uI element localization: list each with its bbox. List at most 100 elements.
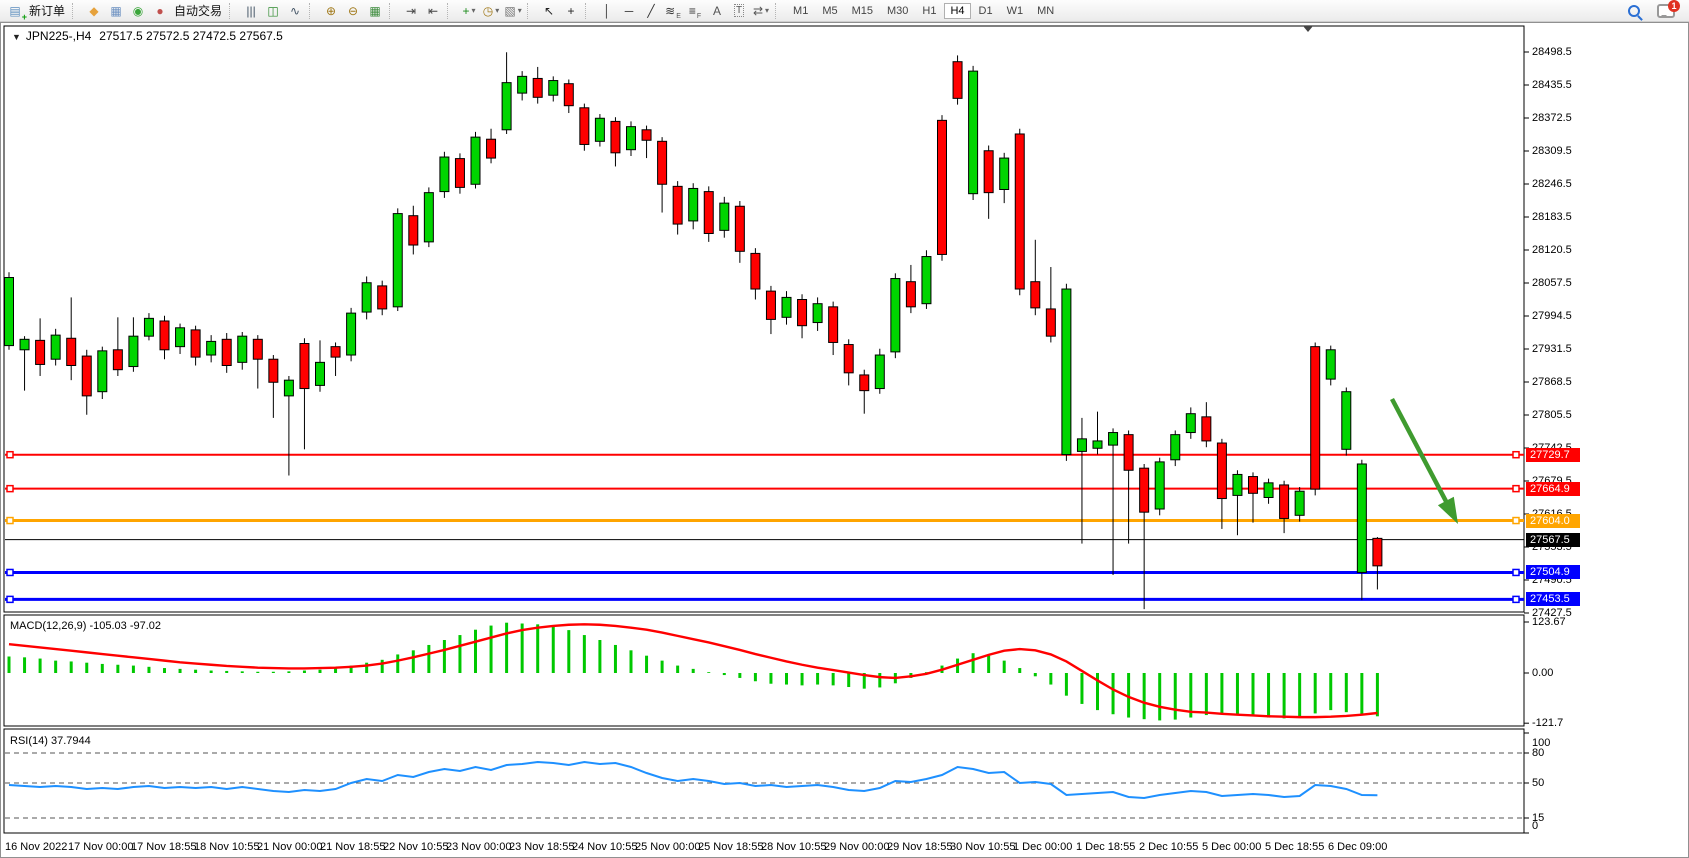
timeframe-w1-button[interactable]: W1 [1006,4,1024,17]
templates-button[interactable]: ▧ ▾ [502,2,524,20]
crosshair-button[interactable]: + [560,2,582,20]
signal-button[interactable]: ◉ [127,2,149,20]
arrows-button[interactable]: ⇄ ▾ [750,2,772,20]
cursor-icon: ↖ [544,3,555,18]
styler-bucket-button[interactable]: ◆ [83,2,105,20]
timeframe-h4-button[interactable]: H4 [944,2,971,19]
candle-body [392,213,403,308]
price-axis-label: 28057.5 [1532,277,1572,289]
time-axis-label: 28 Nov 10:55 [761,841,827,853]
candle-body [610,120,621,154]
price-axis-label: 28309.5 [1532,145,1572,157]
toolbar-separator [229,2,236,19]
candle-body [128,335,139,368]
line-handle[interactable] [6,595,14,604]
timeframe-d1-button[interactable]: D1 [978,4,993,17]
autotrading-icon: ● [156,3,164,18]
candle-body [672,185,683,225]
candle-body [1061,288,1072,456]
line-chart-button[interactable]: ∿ [284,2,306,20]
text-label-button[interactable]: T [728,2,750,20]
zoom-out-button[interactable]: ⊖ [342,2,364,20]
candle-body [921,256,932,305]
channel-button[interactable]: ≋ E [662,2,684,20]
trend-arrow-head[interactable] [1437,496,1458,524]
line-handle[interactable] [1512,484,1520,493]
fibonacci-button[interactable]: ≡ F [684,2,706,20]
trend-arrow-shaft[interactable] [1390,397,1451,508]
line-handle[interactable] [1512,516,1520,525]
price-axis-label: 27868.5 [1532,376,1572,388]
macd-indicator-label: MACD(12,26,9) -105.03 -97.02 [10,620,162,632]
candle-body [1185,413,1196,434]
candle-body [657,140,668,185]
candle-body [1201,416,1212,442]
candle-body [1076,438,1087,452]
timeframe-m1-button[interactable]: M1 [793,4,809,17]
timeframe-m30-button[interactable]: M30 [887,4,909,17]
candle-body [703,191,714,235]
candle-body [1279,484,1290,519]
timeframe-m5-button[interactable]: M5 [822,4,838,17]
bar-chart-button[interactable]: ||| [240,2,262,20]
toolbar-group: ⊕ ⊖ ▦ [320,2,386,20]
text-button[interactable]: A [706,2,728,20]
cursor-button[interactable]: ↖ [538,2,560,20]
line-handle[interactable] [1512,450,1520,459]
plus-icon: + [21,11,27,22]
candle-body [454,158,465,188]
trendline-icon: ╱ [647,3,655,18]
line-handle[interactable] [6,516,14,525]
zoom-in-button[interactable]: ⊕ [320,2,342,20]
trendline-button[interactable]: ╱ [640,2,662,20]
autotrading-button-label[interactable]: 自动交易 [174,4,223,18]
price-axis-label: 28498.5 [1532,46,1572,58]
candle-body [1123,434,1134,471]
time-axis-label: 29 Nov 18:55 [887,841,953,853]
horizontal-line-button[interactable]: ─ [618,2,640,20]
candle-body [206,340,217,356]
candle-body [112,349,123,371]
candle-body [579,107,590,145]
toolbar-separator [389,2,396,19]
rsi-pane [3,728,1525,834]
price-axis-label: 27994.5 [1532,310,1572,322]
toolbar-group: ↖ + [538,2,582,20]
candlestick-button[interactable]: ◫ [262,2,284,20]
candle-body [548,80,559,96]
toolbar-separator [585,2,592,19]
line-handle[interactable] [6,450,14,459]
autotrading-button[interactable]: ● [149,2,171,20]
timeframe-m15-button[interactable]: M15 [851,4,873,17]
symbol-dropdown-icon[interactable]: ▼ [12,32,21,42]
vertical-line-button[interactable]: │ [596,2,618,20]
search-button[interactable] [1623,2,1645,20]
styler-bucket-icon: ◆ [89,3,99,18]
candle-body [1108,432,1119,446]
indicators-button[interactable]: + ▾ [458,2,480,20]
candle-body [563,83,574,107]
chat-button[interactable]: 1 [1655,0,1680,20]
candle-body [1263,482,1274,499]
fibonacci-icon: ≡ [688,3,696,18]
candle-body [175,327,186,348]
rsi-axis-label: 15 [1532,812,1545,824]
line-handle[interactable] [6,484,14,493]
timeframe-mn-button[interactable]: MN [1037,4,1055,17]
line-handle[interactable] [1512,595,1520,604]
signal-icon: ◉ [132,3,144,18]
tile-windows-button[interactable]: ▦ [364,2,386,20]
new-order-button-label[interactable]: 新订单 [29,4,66,18]
periods-button[interactable]: ◷ ▾ [480,2,502,20]
new-order-button[interactable]: ▤ + [4,2,27,22]
auto-scroll-button[interactable]: ⇥ [400,2,422,20]
timeframe-h1-button[interactable]: H1 [922,4,937,17]
line-handle[interactable] [1512,568,1520,577]
chart-shift-button[interactable]: ⇤ [422,2,444,20]
time-axis-label: 24 Nov 10:55 [572,841,638,853]
time-axis-label: 22 Nov 10:55 [383,841,449,853]
line-handle[interactable] [6,568,14,577]
toolbar-group: │ ─ ╱ ≋ E ≡ F A T ⇄ ▾ [596,2,772,20]
profiles-button[interactable]: ▦ [105,2,127,20]
